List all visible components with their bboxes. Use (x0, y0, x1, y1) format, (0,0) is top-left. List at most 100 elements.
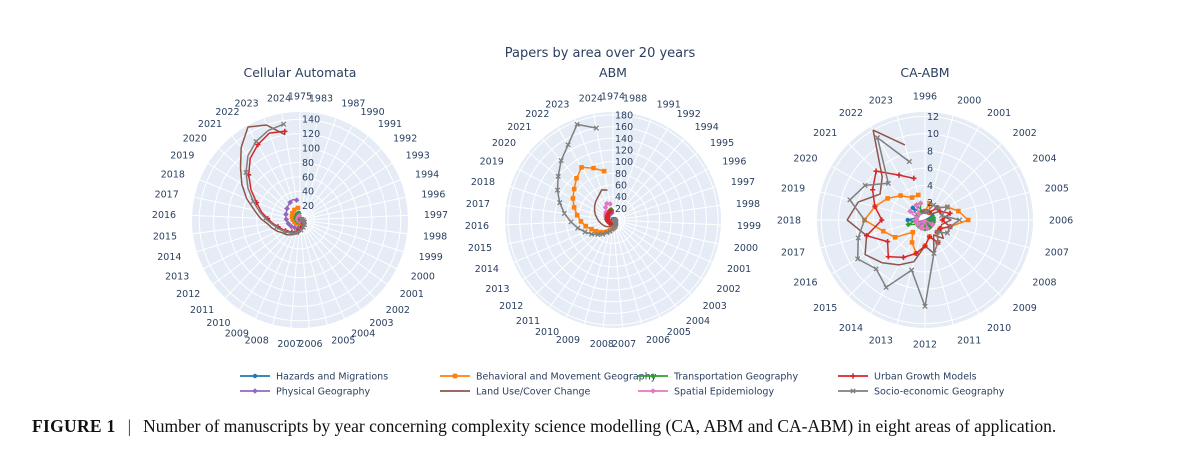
abm-angular-gridline (505, 219, 614, 226)
abm-angular-gridline (612, 113, 633, 221)
legend-item-spatial-epidemiology[interactable]: Spatial Epidemiology (638, 387, 774, 398)
abm-year-label: 2008 (590, 339, 614, 350)
abm-socio-economic-geography-marker (565, 142, 571, 148)
cellular-automata-angular-gridline (290, 219, 301, 328)
legend-hazards-and-migrations-marker (252, 373, 258, 379)
abm-spatial-epidemiology-marker (607, 201, 613, 207)
cellular-automata-angular-gridline (299, 219, 388, 285)
abm-angular-gridline (565, 219, 614, 318)
legend-item-hazards-and-migrations[interactable]: Hazards and Migrations (240, 372, 388, 383)
abm-year-label: 1998 (736, 199, 760, 210)
cellular-automata-year-label: 2023 (235, 99, 259, 110)
abm-socio-economic-geography-marker (595, 231, 601, 238)
abm-year-label: 2010 (535, 327, 559, 338)
ca-abm-urban-growth-models-marker (900, 254, 906, 261)
abm-socio-economic-geography-marker (574, 121, 580, 128)
abm-urban-growth-models-marker (608, 208, 614, 214)
cellular-automata-year-label: 2002 (386, 305, 410, 316)
ca-abm-behavioral-and-movement-geography-marker (956, 208, 961, 214)
cellular-automata-radial-tick-label: 20 (302, 201, 314, 212)
cellular-automata-socio-economic-geography-marker (288, 230, 294, 236)
abm-year-label: 2004 (686, 316, 710, 327)
cellular-automata-behavioral-and-movement-geography-marker (290, 217, 296, 222)
ca-abm-angular-gridline (831, 219, 926, 275)
ca-abm-behavioral-and-movement-geography-marker (880, 228, 886, 234)
abm-behavioral-and-movement-geography-marker (583, 223, 588, 229)
ca-abm-year-label: 2009 (1013, 303, 1037, 314)
legend-item-transportation-geography[interactable]: Transportation Geography (638, 372, 798, 383)
ca-abm-year-label: 2023 (869, 96, 893, 107)
abm-socio-economic-geography-marker (561, 210, 568, 217)
abm-year-label: 2024 (579, 93, 603, 104)
ca-abm-radial-tick-label: 4 (927, 181, 933, 192)
abm-socio-economic-geography-marker (593, 125, 599, 131)
abm-year-label: 2018 (471, 177, 495, 188)
ca-abm-spatial-epidemiology-marker (917, 224, 924, 231)
abm-angular-gridline (612, 118, 652, 221)
cellular-automata-physical-geography-marker (293, 197, 300, 203)
abm-year-label: 2017 (466, 199, 490, 210)
legend-item-land-use-cover-change[interactable]: Land Use/Cover Change (440, 387, 590, 398)
cellular-automata-behavioral-and-movement-geography-marker (292, 207, 297, 213)
ca-abm-year-label: 2013 (869, 335, 893, 346)
abm-angular-gridline (612, 219, 692, 295)
legend-behavioral-and-movement-geography-marker (452, 373, 458, 379)
ca-abm-behavioral-and-movement-geography-marker (909, 240, 915, 245)
legend-label-land-use-cover-change: Land Use/Cover Change (476, 387, 590, 398)
ca-abm-line-socio-economic-geography (849, 136, 961, 308)
cellular-automata-angular-gridline (299, 113, 319, 221)
abm-year-label: 2015 (468, 243, 492, 254)
ca-abm-behavioral-and-movement-geography-marker (892, 234, 898, 240)
legend-label-physical-geography: Physical Geography (276, 387, 370, 398)
abm-socio-economic-geography-marker (555, 173, 561, 179)
ca-abm-radial-tick-label: 2 (927, 198, 933, 209)
ca-abm-urban-growth-models-marker (911, 175, 917, 181)
legend-item-physical-geography[interactable]: Physical Geography (240, 387, 370, 398)
ca-abm-socio-economic-geography-marker (947, 224, 953, 230)
cellular-automata-panel: Cellular Automata 2040608010012014019751… (152, 65, 448, 350)
abm-angular-gridline (612, 219, 704, 280)
ca-abm-spatial-epidemiology-marker (929, 221, 936, 228)
legend-item-behavioral-and-movement-geography[interactable]: Behavioral and Movement Geography (440, 372, 657, 383)
cellular-automata-year-label: 2020 (183, 134, 207, 145)
ca-abm-year-label: 2015 (813, 303, 837, 314)
abm-year-label: 2019 (480, 157, 504, 168)
abm-radial-tick-label: 100 (615, 157, 633, 168)
legend-item-urban-growth-models[interactable]: Urban Growth Models (838, 372, 977, 383)
abm-socio-economic-geography-marker (604, 229, 610, 236)
ca-abm-spatial-epidemiology-marker (924, 225, 931, 232)
ca-abm-year-label: 2004 (1032, 154, 1056, 165)
cellular-automata-angular-gridline (299, 219, 397, 270)
ca-abm-series-socio-economic-geography (847, 135, 963, 310)
ca-abm-spatial-epidemiology-marker (913, 202, 920, 208)
abm-year-label: 2021 (507, 122, 531, 133)
abm-angular-gridline (517, 168, 614, 221)
ca-abm-socio-economic-geography-marker (908, 267, 915, 273)
ca-abm-socio-economic-geography-marker (855, 235, 861, 241)
ca-abm-urban-growth-models-marker (863, 233, 870, 239)
abm-angular-gridline (612, 219, 624, 328)
abm-series-socio-economic-geography (554, 121, 619, 238)
abm-year-label: 1997 (731, 177, 755, 188)
abm-radial-tick-label: 140 (615, 134, 633, 145)
abm-socio-economic-geography-marker (557, 200, 563, 206)
abm-angular-gridline (612, 186, 716, 221)
cellular-automata-year-label: 1983 (309, 93, 333, 104)
ca-abm-socio-economic-geography-marker (861, 217, 868, 223)
ca-abm-spatial-epidemiology-marker (919, 225, 926, 232)
cellular-automata-year-label: 2022 (215, 107, 239, 118)
ca-abm-urban-growth-models-marker (872, 203, 878, 210)
legend-item-socio-economic-geography[interactable]: Socio-economic Geography (838, 387, 1005, 398)
abm-behavioral-and-movement-geography-marker (591, 165, 596, 171)
abm-year-label: 1992 (677, 109, 701, 120)
cellular-automata-angular-gridline (299, 219, 328, 325)
cellular-automata-physical-geography-marker (288, 223, 295, 230)
ca-abm-socio-economic-geography-marker (944, 204, 951, 210)
abm-angular-gridline (528, 152, 614, 221)
abm-angular-gridline (612, 219, 677, 308)
cellular-automata-radial-tick-label: 120 (302, 129, 320, 140)
polar-chart-figure: Papers by area over 20 years Cellular Au… (152, 46, 1073, 398)
cellular-automata-angular-gridline (207, 162, 301, 221)
cellular-automata-year-label: 2007 (277, 339, 301, 350)
legend-label-urban-growth-models: Urban Growth Models (874, 372, 977, 383)
